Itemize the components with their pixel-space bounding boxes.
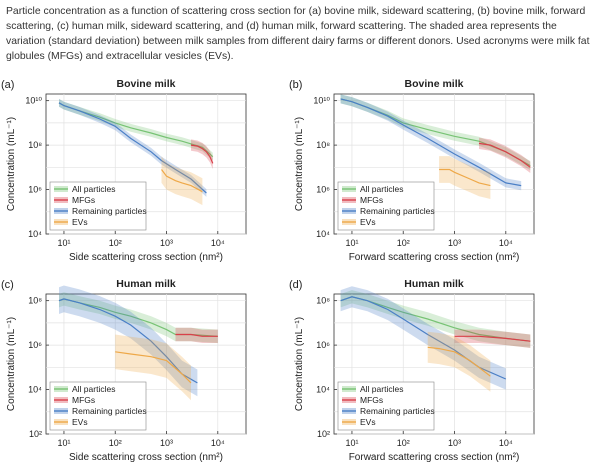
legend-label: EVs [72,417,88,427]
y-axis-label: Concentration (mL⁻¹) [294,317,305,411]
y-tick-label: 10⁴ [28,385,42,395]
y-tick-label: 10¹⁰ [313,96,330,106]
series-line [190,144,214,164]
legend-label: All particles [72,384,115,394]
x-tick-label: 10¹ [57,438,70,448]
y-axis-label: Concentration (mL⁻¹) [6,117,17,211]
x-tick-label: 10³ [448,238,461,248]
series-band [59,285,198,397]
series-line [439,168,491,187]
x-tick-label: 10⁴ [211,238,225,248]
legend-label: MFGs [72,195,95,205]
y-tick-label: 10⁶ [28,185,42,195]
x-axis-label: Side scattering cross section (nm²) [69,252,223,263]
y-tick-label: 10⁸ [316,140,330,150]
series-band [340,290,531,348]
series-band [479,137,531,173]
series-band [115,334,191,401]
y-tick-label: 10⁴ [316,229,330,239]
legend-label: MFGs [72,395,95,405]
panel-label: (a) [1,79,14,91]
series-line [161,169,203,193]
legend-label: EVs [360,417,376,427]
legend-label: Remaining particles [360,206,435,216]
legend-label: All particles [360,184,403,194]
legend-label: Remaining particles [72,406,147,416]
panel-2: (c) Human milk 10¹ 10² 10³ 10⁴ 10² 10⁴ 10⁶ 10⁸ Sid… [1,278,247,463]
x-tick-label: 10¹ [57,238,70,248]
y-tick-label: 10¹⁰ [25,96,42,106]
y-tick-label: 10⁴ [28,229,42,239]
y-tick-label: 10⁴ [316,385,330,395]
series-line [58,298,198,384]
y-tick-label: 10⁸ [28,296,42,306]
legend-label: Remaining particles [360,406,435,416]
figure-panels: (a) Bovine milk 10¹ 10² 10³ 10⁴ 10⁴ 10⁶ 10⁸ 10¹⁰ S… [1,78,535,463]
series-band [427,331,491,392]
x-tick-label: 10³ [160,238,173,248]
x-axis-label: Forward scattering cross section (nm²) [349,452,520,463]
legend-label: EVs [72,217,88,227]
x-tick-label: 10² [109,438,122,448]
x-tick-label: 10¹ [345,438,358,448]
chart-title: Human milk [404,278,464,290]
legend-label: Remaining particles [72,206,147,216]
x-tick-label: 10² [397,238,410,248]
series-band [454,329,531,348]
series-line [58,102,207,194]
y-tick-label: 10⁶ [316,185,330,195]
series-band [161,156,203,206]
chart-title: Bovine milk [405,78,464,90]
x-tick-label: 10⁴ [211,438,225,448]
legend-label: MFGs [360,395,383,405]
x-tick-label: 10³ [160,438,173,448]
series-band [191,139,213,170]
y-axis-label: Concentration (mL⁻¹) [294,117,305,211]
y-tick-label: 10⁶ [28,340,42,350]
panel-1: (b) Bovine milk 10¹ 10² 10³ 10⁴ 10⁴ 10⁶ 10⁸ 10¹⁰ F… [289,78,535,263]
panel-label: (b) [289,79,302,91]
panel-0: (a) Bovine milk 10¹ 10² 10³ 10⁴ 10⁴ 10⁶ 10⁸ 10¹⁰ S… [1,78,247,263]
x-axis-label: Forward scattering cross section (nm²) [349,252,520,263]
panel-3: (d) Human milk 10¹ 10² 10³ 10⁴ 10² 10⁴ 10⁶ 10⁸ For… [289,278,535,463]
figure-caption: Particle concentration as a function of … [6,6,590,62]
legend-label: All particles [360,384,403,394]
series-line [175,333,218,337]
y-tick-label: 10² [317,429,330,439]
series-band [340,286,506,390]
legend-label: MFGs [360,195,383,205]
legend-label: EVs [360,217,376,227]
x-tick-label: 10⁴ [499,238,513,248]
x-tick-label: 10¹ [345,238,358,248]
x-axis-label: Side scattering cross section (nm²) [69,452,223,463]
y-tick-label: 10⁸ [28,140,42,150]
legend-label: All particles [72,184,115,194]
series-band [340,94,531,171]
series-line [427,346,491,377]
x-tick-label: 10³ [448,438,461,448]
panel-label: (d) [289,279,302,291]
y-axis-label: Concentration (mL⁻¹) [6,317,17,411]
series-line [478,142,531,168]
y-tick-label: 10² [29,429,42,439]
x-tick-label: 10² [109,238,122,248]
series-band [439,156,491,199]
y-tick-label: 10⁶ [316,340,330,350]
x-tick-label: 10⁴ [499,438,513,448]
series-line [454,335,531,342]
chart-title: Bovine milk [117,78,176,90]
series-band [59,292,218,343]
series-line [340,98,522,187]
grid [334,94,534,235]
panel-label: (c) [1,279,14,291]
chart-title: Human milk [116,278,176,290]
x-tick-label: 10² [397,438,410,448]
y-tick-label: 10⁸ [316,296,330,306]
series-band [59,98,213,161]
series-line [115,351,192,384]
